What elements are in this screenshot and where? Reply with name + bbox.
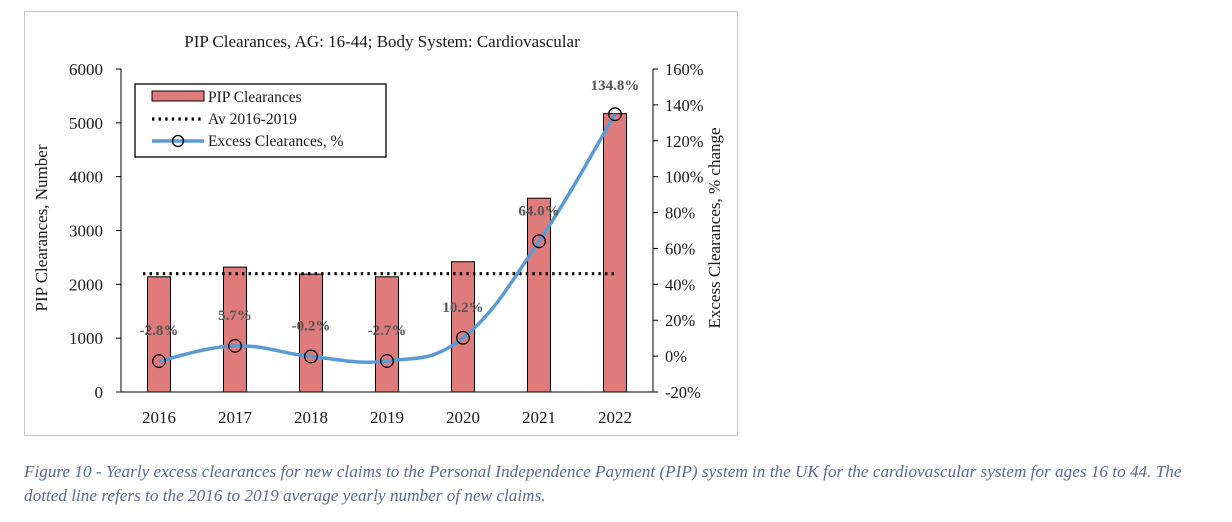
x-tick-label: 2016 xyxy=(142,408,176,427)
y2-tick-label: 160% xyxy=(665,60,704,79)
y2-tick-label: 80% xyxy=(665,204,696,223)
legend-label-bars: PIP Clearances xyxy=(208,89,302,106)
excess-point-2021 xyxy=(532,234,546,249)
legend-label-average: Av 2016-2019 xyxy=(208,111,297,128)
legend-swatch-bars xyxy=(151,90,205,102)
y-tick-label: 0 xyxy=(95,383,104,402)
legend: PIP Clearances Av 2016-2019 Excess Clearan… xyxy=(134,83,387,158)
excess-data-label-2022: 134.8% xyxy=(591,78,640,94)
x-tick-label: 2018 xyxy=(294,408,328,427)
excess-data-label-2020: 10.2% xyxy=(442,300,483,316)
x-tick-label: 2020 xyxy=(446,408,480,427)
excess-line xyxy=(158,113,617,364)
excess-line-layer: -2.8% 5.7% -0.2% -2.7% 10.2% 64.0% 134.8% xyxy=(140,78,640,369)
y2-tick-label: 40% xyxy=(665,275,696,294)
chart: PIP Clearances, AG: 16-44; Body System: … xyxy=(32,32,724,427)
excess-data-label-2016: -2.8% xyxy=(140,323,179,339)
excess-data-label-2018: -0.2% xyxy=(292,318,331,334)
chart-frame: PIP Clearances, AG: 16-44; Body System: … xyxy=(24,11,738,436)
x-tick-label: 2021 xyxy=(522,408,556,427)
y2-tick-label: 140% xyxy=(665,96,704,115)
y2-tick-label: 120% xyxy=(665,132,704,151)
excess-data-label-2017: 5.7% xyxy=(218,308,252,324)
y2-tick-label: 0% xyxy=(665,347,687,366)
excess-data-label-2021: 64.0% xyxy=(518,203,559,219)
figure-caption: Figure 10 - Yearly excess clearances for… xyxy=(24,462,1182,505)
y2-tick-label: 20% xyxy=(665,311,696,330)
excess-data-label-2019: -2.7% xyxy=(368,323,407,339)
excess-point-2019 xyxy=(380,354,394,368)
x-tick-label: 2022 xyxy=(598,408,632,427)
y-axis-label: PIP Clearances, Number xyxy=(32,144,51,311)
y-tick-label: 2000 xyxy=(69,275,103,294)
y2-tick-label: 60% xyxy=(665,239,696,258)
x-tick-label: 2017 xyxy=(218,408,253,427)
excess-point-2022 xyxy=(608,107,622,122)
excess-point-2018 xyxy=(304,349,318,364)
axes-layer: 0 1000 2000 3000 4000 5000 6000 -20% 0% 20% 40% 60%… xyxy=(69,60,704,427)
legend-label-excess: Excess Clearances, % xyxy=(208,133,344,150)
y-tick-label: 6000 xyxy=(69,60,103,79)
excess-point-2020 xyxy=(456,330,470,345)
legend-marker-excess xyxy=(171,134,185,148)
y-tick-label: 4000 xyxy=(69,168,103,187)
excess-point-2016 xyxy=(152,354,166,369)
y2-tick-label: 100% xyxy=(665,168,704,187)
y2-tick-label: -20% xyxy=(665,383,701,402)
y-tick-label: 1000 xyxy=(69,329,103,348)
excess-point-2017 xyxy=(228,338,242,353)
y-tick-label: 3000 xyxy=(69,222,103,241)
bar-2020 xyxy=(451,261,475,393)
chart-title: PIP Clearances, AG: 16-44; Body System: … xyxy=(184,32,580,51)
y2-axis-label: Excess Clearances, % change xyxy=(705,127,724,328)
x-tick-label: 2019 xyxy=(370,408,404,427)
bar-2022 xyxy=(603,113,627,393)
y-tick-label: 5000 xyxy=(69,114,103,133)
bar-2017 xyxy=(223,266,247,393)
